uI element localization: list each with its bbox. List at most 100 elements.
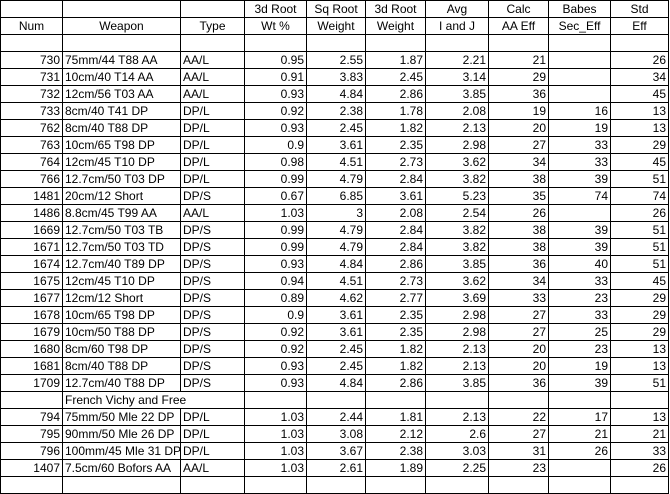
section-row: French Vichy and Free	[0, 391, 669, 409]
cell: 33	[548, 136, 611, 154]
cell: 0.93	[244, 255, 307, 273]
cell: 733	[0, 102, 63, 120]
cell: 23	[548, 289, 611, 307]
data-row: 1678 10cm/65 T98 DP DP/S 0.9 3.61 2.35 2.98 27 3…	[0, 306, 669, 324]
cell: 2.35	[365, 136, 426, 154]
data-row: 1671 12.7cm/50 T03 TD DP/S 0.99 4.79 2.84 3.82…	[0, 238, 669, 256]
cell: DP/S	[180, 272, 245, 290]
empty-cell	[0, 391, 63, 409]
cell: 2.84	[365, 170, 426, 188]
cell: DP/L	[180, 119, 245, 137]
empty-cell	[62, 476, 181, 494]
cell: 23	[548, 340, 611, 358]
cell: 10cm/40 T14 AA	[62, 68, 181, 86]
header-cell: AA Eff	[488, 17, 549, 35]
cell: 3.14	[425, 68, 489, 86]
header-cell	[0, 0, 63, 18]
cell: 51	[610, 238, 669, 256]
cell: 31	[488, 442, 549, 460]
cell: 21	[488, 51, 549, 69]
cell: 1675	[0, 272, 63, 290]
cell: 26	[610, 459, 669, 477]
cell: 2.12	[365, 425, 426, 443]
cell: 34	[488, 272, 549, 290]
header-cell: Std	[610, 0, 669, 18]
cell: 20	[488, 340, 549, 358]
cell: 8cm/40 T41 DP	[62, 102, 181, 120]
cell: 10cm/65 T98 DP	[62, 136, 181, 154]
cell: 2.45	[306, 119, 366, 137]
empty-cell	[548, 34, 611, 52]
data-row: 1680 8cm/60 T98 DP DP/S 0.92 2.45 1.82 2.13 20 2…	[0, 340, 669, 358]
cell: 1.78	[365, 102, 426, 120]
cell: 2.98	[425, 323, 489, 341]
cell: 1407	[0, 459, 63, 477]
cell: 1.03	[244, 425, 307, 443]
empty-cell	[488, 476, 549, 494]
cell: 75mm/44 T88 AA	[62, 51, 181, 69]
cell: 4.51	[306, 272, 366, 290]
cell: 1486	[0, 204, 63, 222]
cell: 51	[610, 221, 669, 239]
cell: 13	[610, 408, 669, 426]
cell: 38	[488, 170, 549, 188]
cell: 3.85	[425, 85, 489, 103]
cell: 29	[610, 306, 669, 324]
cell: 51	[610, 170, 669, 188]
cell: 4.79	[306, 238, 366, 256]
cell: 2.73	[365, 272, 426, 290]
cell: 796	[0, 442, 63, 460]
cell: 2.38	[306, 102, 366, 120]
empty-cell	[610, 391, 669, 409]
cell: 1679	[0, 323, 63, 341]
cell: 12cm/45 T10 DP	[62, 272, 181, 290]
cell	[548, 68, 611, 86]
empty-cell	[488, 391, 549, 409]
header-cell: Eff	[610, 17, 669, 35]
empty-cell	[425, 34, 489, 52]
cell: 33	[548, 272, 611, 290]
cell: 35	[488, 187, 549, 205]
data-row: 1674 12.7cm/40 T89 DP DP/S 0.93 4.84 2.86 3.85…	[0, 255, 669, 273]
cell: 39	[548, 238, 611, 256]
header-cell: Avg	[425, 0, 489, 18]
cell: 2.08	[365, 204, 426, 222]
cell: 2.08	[425, 102, 489, 120]
cell: 27	[488, 136, 549, 154]
header-cell: Calc	[488, 0, 549, 18]
cell: 2.21	[425, 51, 489, 69]
cell: 12.7cm/40 T89 DP	[62, 255, 181, 273]
cell: 1669	[0, 221, 63, 239]
cell: 0.89	[244, 289, 307, 307]
cell: 2.35	[365, 323, 426, 341]
cell: 33	[548, 306, 611, 324]
cell: DP/S	[180, 357, 245, 375]
cell: DP/S	[180, 221, 245, 239]
cell: 29	[610, 289, 669, 307]
cell: 75mm/50 Mle 22 DP	[62, 408, 181, 426]
cell: 3.69	[425, 289, 489, 307]
header-row: 3d Root Sq Root 3d Root Avg Calc Babes Std	[0, 0, 669, 18]
cell: 20	[488, 119, 549, 137]
data-row: 796 100mm/45 Mle 31 DP DP/L 1.03 3.67 2.38 3.0…	[0, 442, 669, 460]
cell: 34	[488, 153, 549, 171]
cell: 21	[610, 425, 669, 443]
cell: 27	[488, 306, 549, 324]
cell: DP/S	[180, 374, 245, 392]
cell: 731	[0, 68, 63, 86]
cell: 2.25	[425, 459, 489, 477]
cell: 1481	[0, 187, 63, 205]
cell: 732	[0, 85, 63, 103]
cell: 12cm/12 Short	[62, 289, 181, 307]
cell: 0.92	[244, 340, 307, 358]
cell: 4.51	[306, 153, 366, 171]
cell: 29	[610, 323, 669, 341]
cell: 2.13	[425, 408, 489, 426]
cell: DP/S	[180, 289, 245, 307]
empty-cell	[548, 476, 611, 494]
cell: DP/S	[180, 340, 245, 358]
empty-cell	[0, 34, 63, 52]
data-row: 1675 12cm/45 T10 DP DP/S 0.94 4.51 2.73 3.62 34…	[0, 272, 669, 290]
